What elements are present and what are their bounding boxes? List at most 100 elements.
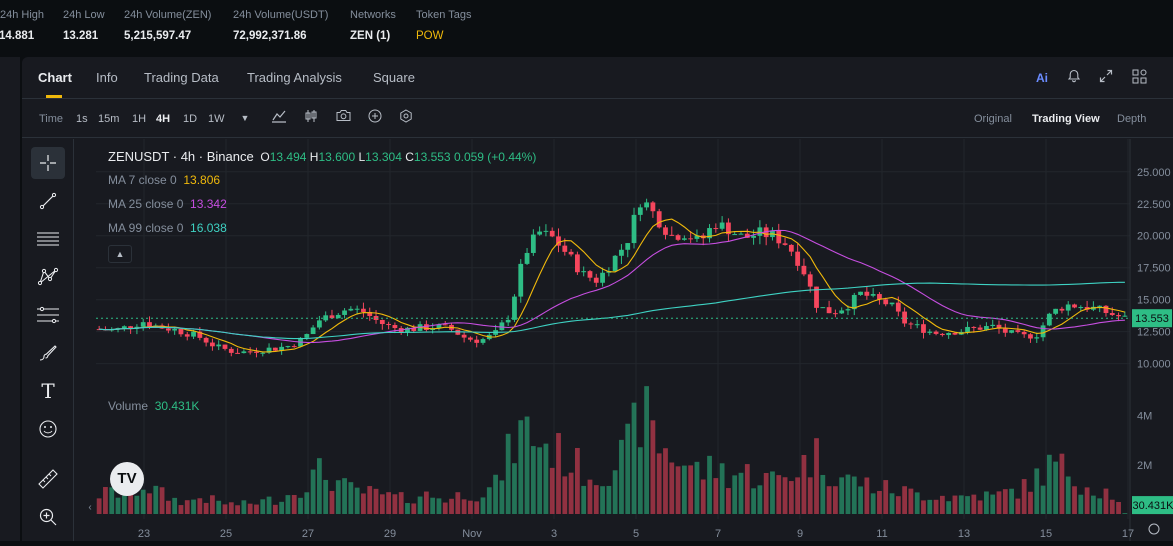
pattern-icon[interactable]: [31, 261, 65, 293]
candle-body: [348, 308, 354, 311]
candle-body: [134, 326, 140, 329]
candle-body: [864, 291, 870, 296]
candle-body: [235, 352, 240, 354]
candle-body: [933, 331, 939, 334]
trendline-icon[interactable]: [31, 185, 65, 217]
brush-icon[interactable]: [31, 337, 65, 369]
candle-body: [354, 308, 360, 310]
volume-bar: [272, 504, 278, 514]
x-tick-label: 5: [633, 528, 639, 540]
tab-info[interactable]: Info: [96, 70, 118, 85]
interval-4h[interactable]: 4H: [156, 113, 171, 125]
volume-bar: [656, 453, 662, 514]
candle-body: [851, 294, 857, 310]
volume-bar: [140, 489, 146, 514]
candle-body: [600, 272, 605, 283]
stat-label: Token Tags: [416, 9, 472, 21]
volume-bar: [153, 485, 159, 514]
volume-bar: [889, 493, 895, 514]
fib-retracement-icon[interactable]: [31, 299, 65, 331]
view-original[interactable]: Original: [974, 113, 1012, 125]
camera-icon[interactable]: [334, 109, 352, 127]
candle-body: [468, 337, 473, 340]
volume-bar: [1103, 488, 1109, 514]
candle-body: [744, 233, 750, 238]
ma99-legend[interactable]: MA 99 close 0 16.038: [108, 221, 227, 235]
candle-body: [386, 324, 392, 326]
zoom-in-icon[interactable]: [31, 501, 65, 533]
interval-1w[interactable]: 1W: [208, 113, 225, 125]
volume-bar: [619, 439, 624, 514]
candle-body: [832, 313, 838, 315]
x-tick-label: 23: [138, 528, 150, 540]
stat-value[interactable]: ZEN (1): [350, 30, 391, 42]
view-trading-view[interactable]: Trading View: [1032, 113, 1100, 125]
candle-body: [877, 294, 882, 300]
candle-body: [914, 324, 920, 326]
volume-bar: [1059, 453, 1065, 514]
token-tag-badge[interactable]: POW: [416, 30, 444, 42]
expand-icon[interactable]: [1097, 69, 1115, 87]
candle-body: [442, 324, 448, 326]
candle-body: [228, 348, 234, 353]
tradingview-logo[interactable]: TV: [110, 462, 144, 496]
candle-body: [1021, 331, 1027, 335]
ma25-legend[interactable]: MA 25 close 0 13.342: [108, 197, 227, 211]
ma7-legend[interactable]: MA 7 close 0 13.806: [108, 173, 220, 187]
volume-bar: [342, 478, 347, 514]
settings-icon[interactable]: [397, 109, 415, 127]
candle-body: [1109, 313, 1115, 316]
interval-dropdown-icon[interactable]: ▼: [240, 113, 250, 123]
volume-bar: [222, 504, 228, 514]
volume-bar: [530, 446, 536, 514]
candle-type-icon[interactable]: [302, 109, 320, 127]
volume-bar: [505, 433, 511, 514]
interval-15m[interactable]: 15m: [98, 113, 120, 125]
volume-bar: [430, 497, 436, 514]
indicator-icon[interactable]: [270, 109, 288, 127]
candle-body: [260, 352, 266, 354]
horizontal-lines-icon[interactable]: [31, 223, 65, 255]
y-tick-label: 10.000: [1137, 359, 1171, 371]
volume-bar: [650, 420, 656, 514]
tab-trading-data[interactable]: Trading Data: [144, 70, 219, 85]
volume-bar: [845, 474, 851, 514]
crosshair-icon[interactable]: [31, 147, 65, 179]
stat-label: 24h Volume(USDT): [233, 9, 329, 21]
candlestick-chart-svg[interactable]: 25.000 22.500 20.000 17.500 15.000 12.500 10.0…: [74, 139, 1173, 541]
bell-icon[interactable]: [1065, 69, 1083, 87]
text-icon[interactable]: T: [41, 379, 55, 403]
candle-body: [870, 294, 876, 296]
view-depth[interactable]: Depth: [1117, 113, 1147, 125]
volume-bar: [952, 495, 958, 514]
candle-body: [738, 233, 744, 235]
ruler-icon[interactable]: [31, 463, 65, 495]
add-indicator-icon[interactable]: [366, 109, 384, 127]
candle-body: [329, 315, 335, 319]
price-chart[interactable]: 25.000 22.500 20.000 17.500 15.000 12.500 10.0…: [74, 139, 1173, 541]
candle-body: [121, 326, 127, 329]
emoji-icon[interactable]: [31, 413, 65, 445]
tab-trading-analysis[interactable]: Trading Analysis: [247, 70, 342, 85]
volume-bar: [625, 423, 631, 514]
tab-chart[interactable]: Chart: [38, 70, 72, 85]
ma25-value: 13.342: [190, 197, 227, 211]
candle-body: [524, 252, 530, 264]
interval-1s[interactable]: 1s: [76, 113, 88, 125]
ai-icon[interactable]: Ai: [1036, 71, 1048, 85]
last-price-badge: [1132, 309, 1172, 328]
volume-bar: [1109, 499, 1115, 514]
volume-bar: [1046, 454, 1052, 514]
candle-body: [814, 286, 819, 308]
candle-body: [323, 315, 329, 321]
volume-bar: [367, 486, 373, 514]
candle-body: [392, 325, 398, 329]
volume-bar: [927, 499, 933, 514]
volume-bar: [688, 465, 694, 514]
interval-1h[interactable]: 1H: [132, 113, 147, 125]
collapse-legend-button[interactable]: ▲: [108, 245, 132, 263]
candle-body: [128, 326, 134, 329]
grid-icon[interactable]: [1130, 69, 1148, 87]
tab-square[interactable]: Square: [373, 70, 415, 85]
interval-1d[interactable]: 1D: [183, 113, 198, 125]
